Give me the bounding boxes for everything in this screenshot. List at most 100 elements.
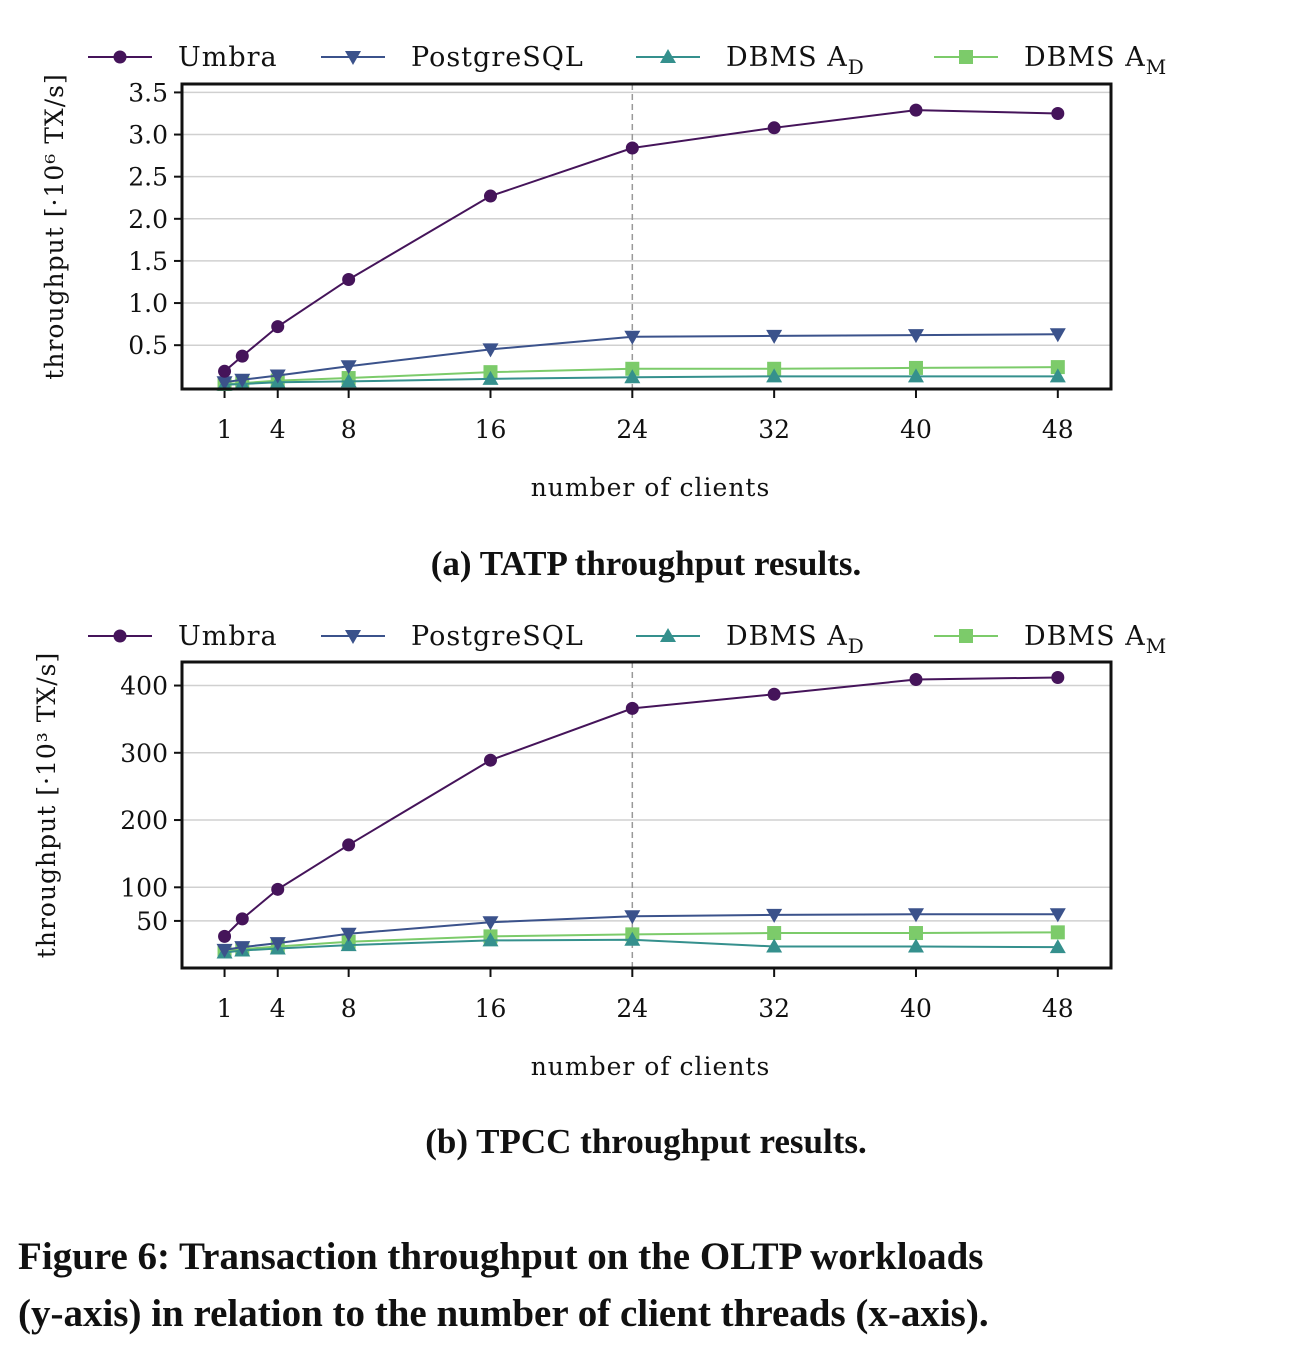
series-umbra <box>218 103 1065 378</box>
data-point <box>218 929 232 943</box>
x-tick-label: 16 <box>475 415 507 444</box>
legend-label: DBMS AD <box>726 621 865 658</box>
subfigure-caption: (a) TATP throughput results. <box>431 544 861 583</box>
legend-label-base: Umbra <box>178 42 278 73</box>
legend-label-subscript: D <box>848 634 865 658</box>
data-point <box>340 937 357 952</box>
legend-label: DBMS AM <box>1024 621 1167 658</box>
data-point <box>1051 106 1065 120</box>
legend-marker <box>113 629 127 643</box>
data-point <box>218 364 232 378</box>
legend: Umbra PostgreSQL DBMS AD DBMS AM <box>88 42 1167 79</box>
figure-caption: Figure 6: Transaction throughput on the … <box>18 1228 1283 1342</box>
legend-label-subscript: M <box>1146 55 1167 79</box>
subfigure-caption: (b) TPCC throughput results. <box>425 1122 866 1161</box>
y-tick-label: 1.0 <box>128 289 168 318</box>
legend-label-base: PostgreSQL <box>411 621 584 652</box>
data-point <box>907 938 924 953</box>
data-point <box>483 189 497 203</box>
plot-frame <box>180 82 1113 391</box>
x-tick-label: 40 <box>900 415 932 444</box>
data-point <box>234 941 251 956</box>
data-point <box>1049 328 1066 343</box>
data-point <box>766 938 783 953</box>
legend-label: DBMS AD <box>726 42 865 79</box>
data-point <box>625 141 639 155</box>
legend-marker <box>113 50 127 64</box>
legend-item-umbra: Umbra <box>88 621 278 652</box>
x-tick-label: 40 <box>900 994 932 1023</box>
data-point <box>625 361 640 376</box>
data-point <box>907 908 924 923</box>
x-tick-label: 16 <box>475 994 507 1023</box>
figure-caption-line-1: Figure 6: Transaction throughput on the … <box>18 1235 984 1278</box>
data-point <box>909 103 923 117</box>
data-point <box>1049 908 1066 923</box>
data-point <box>482 370 499 385</box>
data-point <box>1050 925 1065 940</box>
data-point <box>342 272 356 286</box>
y-tick-label: 200 <box>120 806 168 835</box>
legend-label-base: DBMS A <box>1024 621 1146 652</box>
x-tick-label: 48 <box>1042 994 1074 1023</box>
x-tick-label: 1 <box>217 994 233 1023</box>
data-point <box>235 912 249 926</box>
legend-label: Umbra <box>178 621 278 652</box>
data-point <box>1050 360 1065 375</box>
data-point <box>342 838 356 852</box>
data-point <box>482 932 499 947</box>
data-point <box>235 349 249 363</box>
data-point <box>216 943 233 958</box>
legend-marker <box>660 628 676 642</box>
y-tick-label: 2.0 <box>128 205 168 234</box>
data-point <box>908 360 923 375</box>
series-postgresql <box>216 328 1066 391</box>
data-point <box>234 373 251 388</box>
legend-item-dbms-a-d: DBMS AD <box>636 42 865 79</box>
data-point <box>483 753 497 767</box>
x-tick-label: 32 <box>758 994 790 1023</box>
legend-item-dbms-a-d: DBMS AD <box>636 621 865 658</box>
data-point <box>767 687 781 701</box>
y-tick-label: 400 <box>120 672 168 701</box>
data-point <box>767 926 782 941</box>
x-tick-label: 4 <box>270 415 286 444</box>
data-point <box>482 916 499 931</box>
data-point <box>1051 670 1065 684</box>
legend-marker <box>345 630 361 644</box>
data-point <box>340 373 357 388</box>
data-point <box>271 320 285 334</box>
y-tick-label: 3.0 <box>128 121 168 150</box>
y-tick-label: 0.5 <box>128 331 168 360</box>
data-point <box>624 910 641 925</box>
x-axis-label: number of clients <box>531 1052 771 1081</box>
legend-label-base: PostgreSQL <box>411 42 584 73</box>
y-axis-label: throughput [·10⁶ TX/s] <box>40 73 69 379</box>
legend-marker <box>959 629 973 643</box>
series-line <box>223 676 1058 938</box>
x-tick-label: 32 <box>758 415 790 444</box>
data-point <box>766 908 783 923</box>
legend-marker <box>345 51 361 65</box>
x-tick-label: 48 <box>1042 415 1074 444</box>
legend-label-subscript: M <box>1146 634 1167 658</box>
y-tick-label: 1.5 <box>128 247 168 276</box>
data-point <box>625 701 639 715</box>
data-point <box>340 927 357 942</box>
plot-frame <box>180 660 1113 970</box>
legend-label: DBMS AM <box>1024 42 1167 79</box>
data-point <box>269 937 286 952</box>
figure-caption-line-2: (y-axis) in relation to the number of cl… <box>18 1292 989 1335</box>
legend: Umbra PostgreSQL DBMS AD DBMS AM <box>88 621 1167 658</box>
legend-marker <box>959 50 973 64</box>
legend-item-umbra: Umbra <box>88 42 278 73</box>
data-point <box>624 931 641 946</box>
legend-label-base: DBMS A <box>726 621 848 652</box>
legend-marker <box>660 49 676 63</box>
data-point <box>624 369 641 384</box>
data-point <box>907 368 924 383</box>
legend-item-postgresql: PostgreSQL <box>321 621 584 652</box>
y-tick-label: 100 <box>120 873 168 902</box>
data-point <box>624 330 641 345</box>
